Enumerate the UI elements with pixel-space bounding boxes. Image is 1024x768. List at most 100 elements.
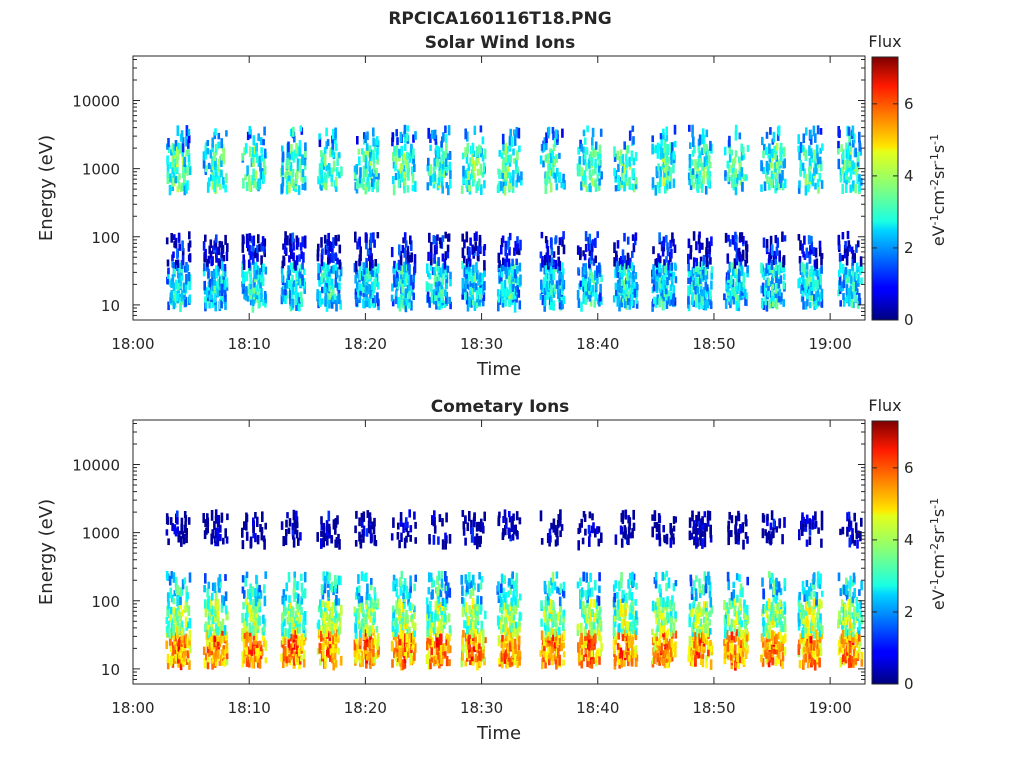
heatmap-cell bbox=[499, 619, 503, 629]
heatmap-cell bbox=[166, 163, 170, 172]
heatmap-cell bbox=[448, 659, 451, 667]
heatmap-cell bbox=[552, 654, 555, 662]
heatmap-cell bbox=[264, 301, 267, 308]
heatmap-cell bbox=[465, 650, 469, 659]
heatmap-cell bbox=[411, 603, 415, 611]
heatmap-cell bbox=[651, 177, 655, 188]
heatmap-cell bbox=[666, 242, 669, 250]
heatmap-cell bbox=[778, 288, 781, 297]
heatmap-cell bbox=[479, 168, 483, 176]
heatmap-cell bbox=[283, 245, 287, 254]
heatmap-cell bbox=[505, 627, 508, 636]
heatmap-cell bbox=[768, 299, 772, 309]
heatmap-cell bbox=[373, 634, 377, 646]
heatmap-cell bbox=[778, 262, 782, 269]
heatmap-cell bbox=[329, 622, 332, 632]
heatmap-cell bbox=[802, 283, 806, 293]
heatmap-cell bbox=[433, 620, 436, 629]
heatmap-cell bbox=[502, 587, 505, 599]
heatmap-cell bbox=[438, 169, 441, 178]
heatmap-cell bbox=[248, 174, 251, 186]
heatmap-cell bbox=[300, 573, 303, 581]
heatmap-cell bbox=[479, 163, 483, 170]
heatmap-cell bbox=[437, 570, 441, 581]
heatmap-cell bbox=[466, 615, 469, 627]
heatmap-cell bbox=[372, 179, 376, 189]
heatmap-cell bbox=[726, 283, 730, 293]
heatmap-cell bbox=[672, 151, 675, 160]
heatmap-cell bbox=[221, 283, 224, 293]
heatmap-cell bbox=[799, 160, 803, 170]
heatmap-cell bbox=[858, 174, 861, 182]
heatmap-cell bbox=[260, 255, 263, 265]
heatmap-cell bbox=[245, 629, 249, 640]
heatmap-cell bbox=[263, 148, 267, 159]
heatmap-cell bbox=[544, 660, 547, 669]
heatmap-cell bbox=[443, 611, 447, 623]
heatmap-cell bbox=[408, 509, 411, 518]
heatmap-cell bbox=[620, 256, 623, 265]
heatmap-cell bbox=[663, 145, 666, 154]
heatmap-cell bbox=[467, 270, 471, 280]
heatmap-cell bbox=[858, 140, 861, 152]
heatmap-cell bbox=[543, 137, 547, 145]
heatmap-cell bbox=[504, 246, 507, 257]
heatmap-cell bbox=[508, 511, 511, 518]
heatmap-cell bbox=[673, 124, 677, 135]
heatmap-cell bbox=[254, 247, 258, 256]
heatmap-cell bbox=[781, 170, 784, 181]
heatmap-cell bbox=[499, 289, 503, 299]
heatmap-cell bbox=[511, 285, 515, 292]
heatmap-cell bbox=[745, 253, 749, 264]
heatmap-cell bbox=[744, 288, 747, 298]
heatmap-cell bbox=[406, 284, 410, 294]
heatmap-cell bbox=[358, 156, 361, 166]
heatmap-cell bbox=[502, 528, 505, 537]
heatmap-cell bbox=[706, 166, 710, 176]
heatmap-cell bbox=[467, 163, 471, 171]
heatmap-cell bbox=[316, 532, 319, 542]
heatmap-cell bbox=[770, 170, 774, 179]
heatmap-cell bbox=[405, 517, 408, 529]
heatmap-cell bbox=[627, 273, 630, 281]
heatmap-cell bbox=[518, 145, 521, 153]
heatmap-cell bbox=[211, 592, 214, 601]
heatmap-cell bbox=[327, 269, 331, 277]
heatmap-cell bbox=[631, 183, 635, 191]
heatmap-cell bbox=[366, 173, 370, 184]
heatmap-cell bbox=[656, 274, 660, 283]
heatmap-cell bbox=[438, 161, 442, 171]
heatmap-cell bbox=[445, 595, 449, 604]
heatmap-cell bbox=[179, 659, 183, 671]
heatmap-cell bbox=[169, 173, 172, 183]
heatmap-cell bbox=[256, 288, 259, 296]
heatmap-cell bbox=[249, 590, 252, 601]
colorbar-unit-label: eV-1cm-2sr-1s-1 bbox=[928, 134, 948, 246]
heatmap-cell bbox=[839, 174, 843, 183]
heatmap-cell bbox=[181, 240, 184, 252]
heatmap-cell bbox=[443, 300, 447, 308]
heatmap-cell bbox=[327, 523, 331, 533]
heatmap-cell bbox=[177, 642, 181, 652]
heatmap-cell bbox=[820, 265, 823, 274]
heatmap-cell bbox=[501, 646, 505, 654]
heatmap-cell bbox=[851, 249, 855, 259]
heatmap-cell bbox=[619, 149, 623, 156]
heatmap-cell bbox=[289, 616, 293, 623]
heatmap-cell bbox=[172, 607, 175, 614]
heatmap-cell bbox=[206, 148, 210, 155]
heatmap-cell bbox=[328, 572, 331, 581]
heatmap-cell bbox=[809, 148, 813, 155]
heatmap-cell bbox=[842, 279, 846, 289]
heatmap-cell bbox=[248, 283, 251, 294]
heatmap-cell bbox=[710, 266, 714, 273]
heatmap-cell bbox=[511, 637, 514, 646]
heatmap-cell bbox=[513, 129, 516, 136]
x-tick-label: 19:00 bbox=[809, 335, 852, 353]
heatmap-cell bbox=[805, 262, 809, 270]
heatmap-cell bbox=[360, 596, 364, 603]
heatmap-cell bbox=[431, 621, 435, 628]
heatmap-cell bbox=[291, 612, 294, 623]
heatmap-cell bbox=[801, 243, 804, 254]
heatmap-cell bbox=[288, 628, 291, 639]
